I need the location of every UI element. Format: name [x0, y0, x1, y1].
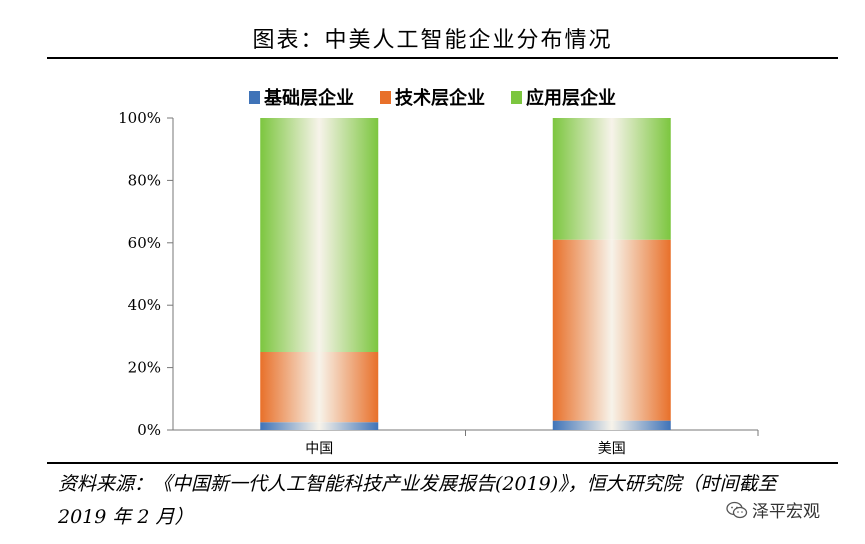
bar-segment: [260, 352, 379, 423]
chart-title: 图表：中美人工智能企业分布情况: [252, 28, 613, 53]
legend-item-application: 应用层企业: [511, 84, 616, 110]
y-tick-label: 20%: [128, 359, 161, 377]
y-tick-label: 60%: [128, 234, 161, 252]
x-tick-label: 美国: [598, 441, 626, 457]
bar-segment: [552, 118, 671, 240]
bar-segment: [260, 118, 379, 352]
legend-label-application: 应用层企业: [526, 88, 616, 109]
y-tick-label: 0%: [137, 421, 161, 439]
legend-swatch-technology: [380, 90, 391, 104]
legend-item-foundation: 基础层企业: [249, 84, 354, 110]
legend-item-technology: 技术层企业: [380, 84, 485, 110]
legend-swatch-foundation: [249, 90, 260, 104]
x-tick-label: 中国: [305, 441, 333, 457]
legend: 基础层企业 技术层企业 应用层企业: [0, 84, 865, 110]
y-tick-label: 40%: [128, 296, 161, 314]
y-tick-label: 100%: [118, 109, 161, 127]
bar-segment: [552, 239, 671, 421]
legend-label-foundation: 基础层企业: [264, 88, 354, 109]
bottom-rule: [47, 462, 838, 464]
bar-segment: [552, 420, 671, 430]
wechat-icon: [726, 501, 748, 518]
bar-segment: [260, 422, 379, 430]
legend-swatch-application: [511, 90, 522, 104]
watermark: 泽平宏观: [726, 497, 820, 522]
source-note: 资料来源：《中国新一代人工智能科技产业发展报告(2019)》，恒大研究院（时间截…: [58, 473, 777, 528]
watermark-text: 泽平宏观: [752, 502, 820, 522]
y-tick-label: 80%: [128, 171, 161, 189]
top-rule: [47, 57, 838, 59]
legend-label-technology: 技术层企业: [395, 88, 485, 109]
